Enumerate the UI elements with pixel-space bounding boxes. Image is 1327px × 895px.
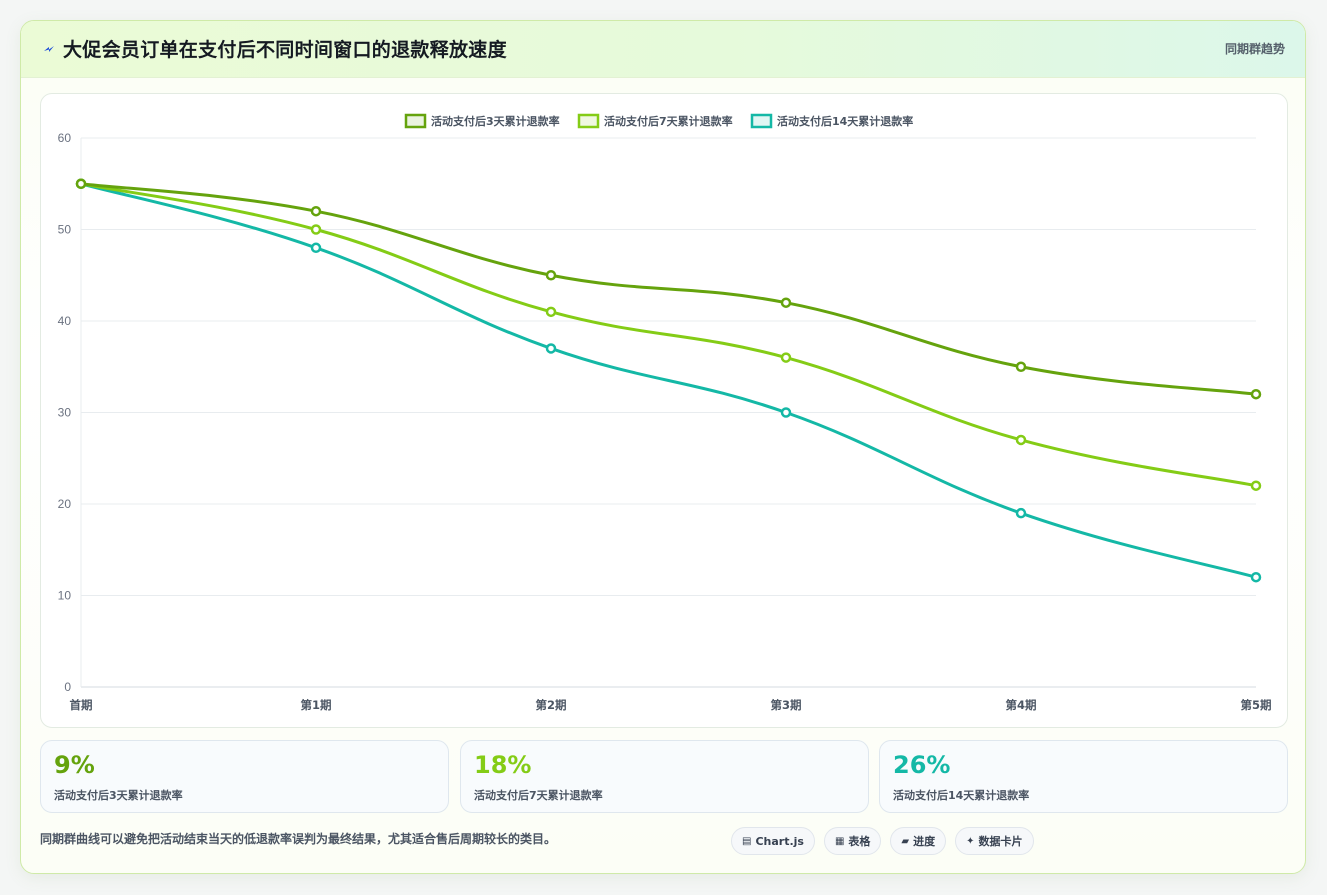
stat-label: 活动支付后14天累计退款率 (893, 789, 1030, 802)
chip-chartjs[interactable]: ▤ Chart.js (731, 827, 815, 855)
legend-label: 活动支付后14天累计退款率 (777, 114, 913, 128)
chip-label: Chart.js (755, 834, 804, 848)
data-point (545, 343, 557, 354)
chip-progress[interactable]: ▰ 进度 (890, 827, 947, 855)
chip-table[interactable]: ▦ 表格 (823, 827, 882, 855)
x-tick-label: 第1期 (300, 698, 331, 712)
legend-label: 活动支付后3天累计退款率 (431, 114, 560, 128)
progress-icon: ▰ (901, 835, 910, 847)
series-line (79, 182, 1258, 579)
chart-card: 大促会员订单在支付后不同时间窗口的退款释放速度 同期群趋势 0 10 20 30 40 5… (20, 20, 1306, 874)
x-tick-label: 第3期 (770, 698, 801, 712)
series-line (79, 182, 1258, 488)
chart-icon: ▤ (742, 835, 752, 847)
y-tick-label: 30 (58, 406, 72, 420)
chip-group: ▤ Chart.js ▦ 表格 ▰ 进度 ✦ 数据卡片 (731, 827, 1034, 857)
stat-value: 9% (54, 751, 95, 779)
series-line (79, 182, 1258, 396)
x-tick-label: 第2期 (535, 698, 566, 712)
chip-label: 进度 (913, 835, 936, 848)
data-point (75, 178, 87, 189)
data-point (1250, 388, 1262, 400)
stat-card-3d: 9% 活动支付后3天累计退款率 (40, 740, 449, 813)
data-point (1015, 507, 1027, 519)
stat-card-14d: 26% 活动支付后14天累计退款率 (879, 740, 1288, 813)
x-tick-label: 第5期 (1240, 698, 1271, 712)
y-tick-label: 10 (58, 589, 72, 603)
data-point (1250, 571, 1262, 583)
x-tick-label: 首期 (70, 698, 93, 712)
chart-container: 0 10 20 30 40 50 60 首期 第1期 第2期 第3期 第4期 第5期 活动支付后3天累计退… (40, 93, 1288, 728)
page-title: 大促会员订单在支付后不同时间窗口的退款释放速度 (63, 39, 507, 61)
table-icon: ▦ (834, 835, 845, 847)
data-point (545, 270, 557, 281)
data-point (780, 297, 792, 308)
stat-value: 26% (893, 751, 951, 779)
data-point (780, 407, 792, 418)
chip-data-card[interactable]: ✦ 数据卡片 (955, 827, 1034, 855)
data-point (1015, 361, 1027, 372)
data-point (310, 224, 322, 235)
y-tick-label: 20 (58, 497, 72, 511)
data-point (310, 242, 322, 254)
stat-label: 活动支付后7天累计退款率 (474, 789, 603, 802)
chip-label: 表格 (848, 835, 871, 848)
data-point (780, 352, 792, 363)
lightning-icon (44, 46, 54, 52)
data-point (310, 205, 322, 217)
card-header: 大促会员订单在支付后不同时间窗口的退款释放速度 同期群趋势 (21, 21, 1305, 78)
y-tick-label: 0 (64, 680, 71, 694)
data-point (1250, 480, 1262, 491)
footer-note: 同期群曲线可以避免把活动结束当天的低退款率误判为最终结果，尤其适合售后周期较长的… (40, 832, 557, 846)
legend-swatch (750, 113, 773, 129)
y-tick-label: 40 (58, 314, 72, 328)
legend-swatch (577, 113, 600, 129)
data-point (1015, 434, 1027, 446)
header-tag: 同期群趋势 (1224, 42, 1285, 56)
y-tick-label: 60 (58, 131, 72, 145)
sparkle-icon: ✦ (966, 835, 975, 847)
legend-swatch (404, 113, 427, 129)
line-chart: 0 10 20 30 40 50 60 首期 第1期 第2期 第3期 第4期 第5期 活动支付后3天累计退… (58, 113, 1272, 712)
legend-label: 活动支付后7天累计退款率 (604, 114, 733, 128)
stat-value: 18% (474, 751, 532, 779)
stat-card-7d: 18% 活动支付后7天累计退款率 (460, 740, 869, 813)
x-tick-label: 第4期 (1005, 698, 1036, 712)
data-point (545, 306, 557, 318)
chip-label: 数据卡片 (978, 835, 1023, 848)
y-tick-label: 50 (58, 223, 72, 237)
stat-label: 活动支付后3天累计退款率 (54, 789, 183, 802)
